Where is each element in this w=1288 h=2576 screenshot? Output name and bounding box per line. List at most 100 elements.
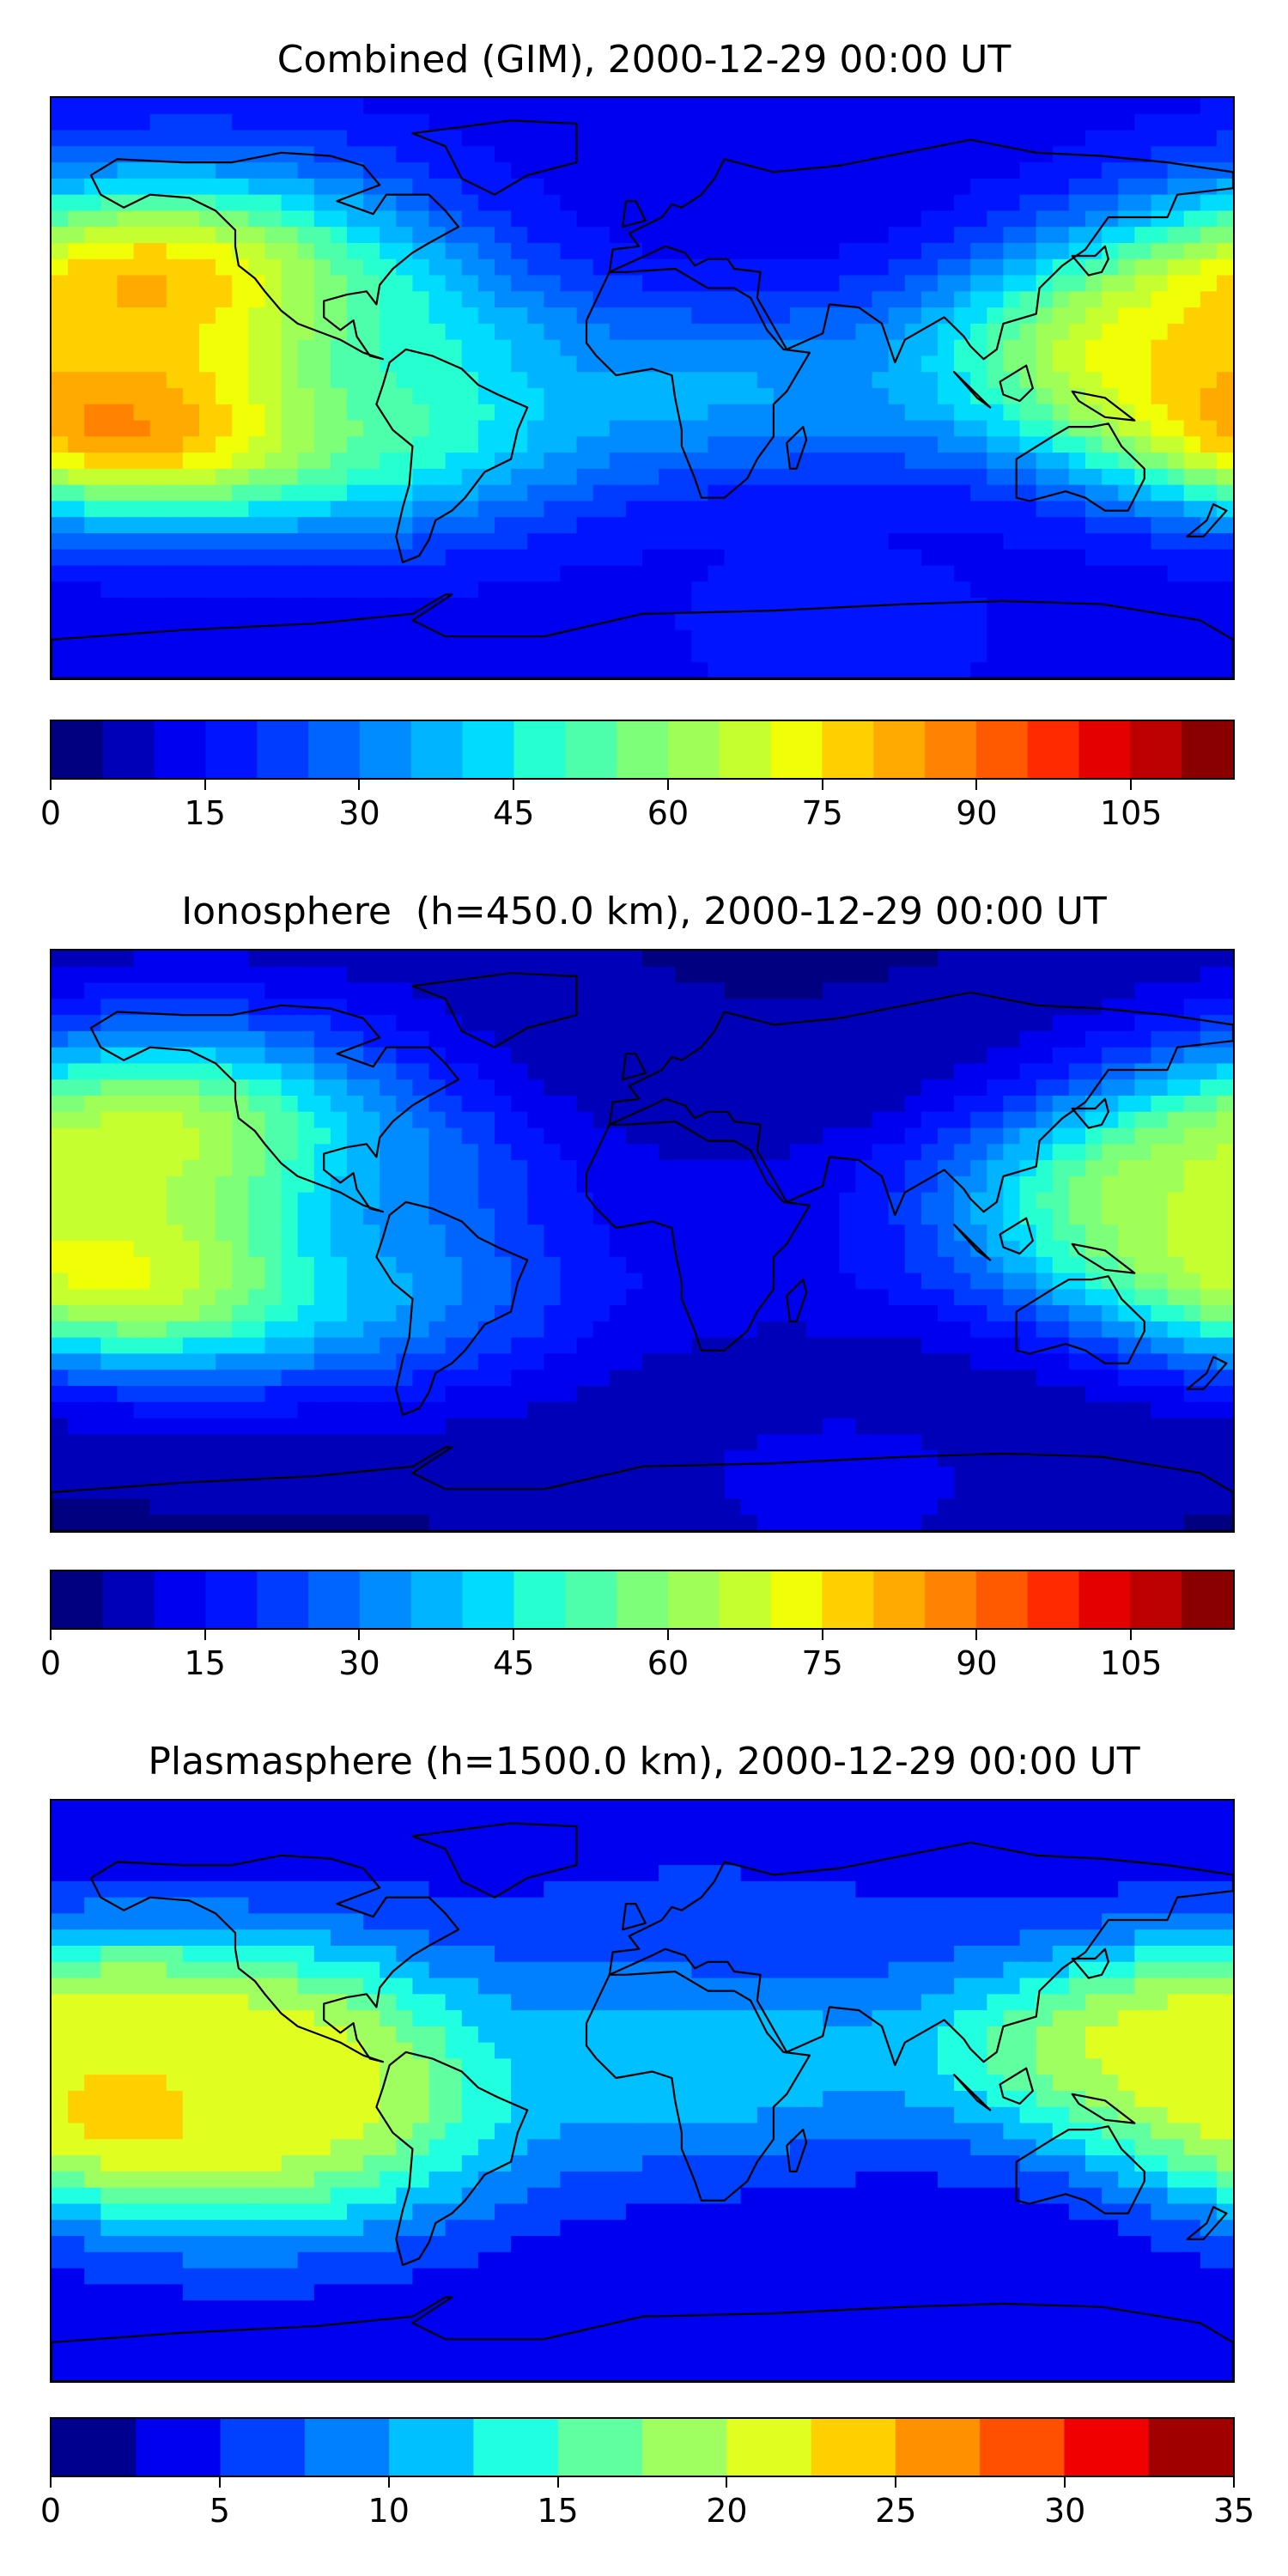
- tec-cell: [248, 598, 266, 615]
- tec-cell: [576, 307, 594, 325]
- tec-cell: [182, 404, 200, 422]
- tec-cell: [495, 227, 512, 244]
- tec-cell: [461, 565, 479, 582]
- tec-cell: [920, 1030, 939, 1048]
- tec-cell: [1019, 1015, 1037, 1032]
- tec-cell: [199, 1370, 216, 1387]
- tec-cell: [445, 1111, 463, 1129]
- tec-cell: [675, 1401, 692, 1419]
- tec-cell: [790, 1015, 807, 1032]
- tec-cell: [920, 355, 939, 373]
- tec-cell: [560, 1063, 578, 1080]
- tec-cell: [642, 999, 659, 1016]
- tec-cell: [855, 1273, 873, 1290]
- tec-cell: [363, 1127, 380, 1145]
- tec-cell: [920, 1160, 939, 1177]
- tec-cell: [1102, 1241, 1119, 1258]
- tec-cell: [1036, 162, 1054, 179]
- tec-cell: [790, 1241, 807, 1258]
- tec-cell: [888, 1079, 906, 1097]
- tec-cell: [84, 98, 101, 115]
- tec-cell: [68, 646, 85, 663]
- tec-cell: [659, 1030, 676, 1048]
- tec-cell: [347, 162, 364, 179]
- tec-cell: [1151, 1450, 1169, 1467]
- tec-cell: [182, 468, 200, 486]
- tec-cell: [232, 130, 249, 147]
- tec-cell: [1200, 98, 1218, 115]
- tec-cell: [839, 113, 857, 131]
- coastline: [608, 138, 1233, 364]
- tec-cell: [1216, 982, 1233, 999]
- tec-cell: [592, 999, 611, 1016]
- tec-cell: [724, 307, 742, 325]
- tec-cell: [248, 1450, 266, 1467]
- tec-cell: [117, 1127, 135, 1145]
- tec-cell: [412, 355, 430, 373]
- tec-cell: [1200, 355, 1218, 373]
- tec-cell: [1102, 113, 1119, 131]
- tec-cell: [100, 1370, 118, 1387]
- tec-cell: [544, 227, 562, 244]
- tec-cell: [544, 1192, 562, 1210]
- tec-cell: [216, 484, 233, 502]
- tec-cell: [888, 1289, 906, 1306]
- tec-cell: [396, 598, 414, 615]
- tec-cell: [904, 258, 922, 276]
- tec-cell: [1216, 355, 1233, 373]
- tec-cell: [511, 307, 528, 325]
- tec-cell: [412, 1144, 430, 1161]
- tec-cell: [297, 629, 315, 647]
- tec-cell: [281, 598, 299, 615]
- tec-cell: [740, 1337, 758, 1355]
- tec-cell: [527, 1176, 544, 1194]
- tec-cell: [987, 1096, 1005, 1113]
- tec-cell: [609, 1096, 627, 1113]
- tec-cell: [1151, 323, 1169, 341]
- tec-cell: [888, 1305, 906, 1322]
- tec-cell: [773, 1111, 791, 1129]
- tec-cell: [904, 404, 922, 422]
- tec-cell: [560, 146, 578, 163]
- tec-cell: [1019, 210, 1037, 228]
- tec-cell: [740, 1192, 758, 1210]
- tec-cell: [313, 1047, 331, 1065]
- tec-cell: [527, 1401, 544, 1419]
- tec-cell: [855, 1079, 873, 1097]
- tec-cell: [495, 982, 512, 999]
- tec-cell: [544, 982, 562, 999]
- tec-cell: [659, 1289, 676, 1306]
- tec-cell: [1003, 951, 1021, 968]
- tec-cell: [659, 662, 676, 678]
- tec-cell: [1068, 1353, 1086, 1370]
- colorbar-swatch: [359, 721, 412, 778]
- tec-cell: [1068, 1241, 1086, 1258]
- tec-cell: [166, 1176, 184, 1194]
- tec-cell: [248, 629, 266, 647]
- tec-cell: [100, 1418, 118, 1435]
- tec-cell: [823, 339, 840, 357]
- tec-cell: [1151, 1370, 1169, 1387]
- tec-cell: [544, 1160, 562, 1177]
- coastline: [1186, 503, 1228, 538]
- tec-cell: [806, 98, 823, 115]
- tec-cell: [133, 1160, 151, 1177]
- tec-cell: [724, 966, 742, 984]
- tec-cell: [609, 98, 627, 115]
- tec-cell: [659, 307, 676, 325]
- tec-cell: [724, 629, 742, 647]
- tec-cell: [576, 210, 594, 228]
- tec-cell: [428, 291, 447, 308]
- tec-cell: [740, 966, 758, 984]
- tec-cell: [954, 1241, 971, 1258]
- tec-cell: [1019, 1273, 1037, 1290]
- tec-cell: [872, 1256, 890, 1274]
- tec-cell: [527, 98, 544, 115]
- tec-cell: [428, 1224, 447, 1242]
- tec-cell: [117, 1337, 135, 1355]
- tec-cell: [1052, 307, 1070, 325]
- tec-cell: [52, 1450, 69, 1467]
- tec-cell: [954, 339, 971, 357]
- tec-cell: [264, 517, 283, 534]
- tec-cell: [199, 355, 216, 373]
